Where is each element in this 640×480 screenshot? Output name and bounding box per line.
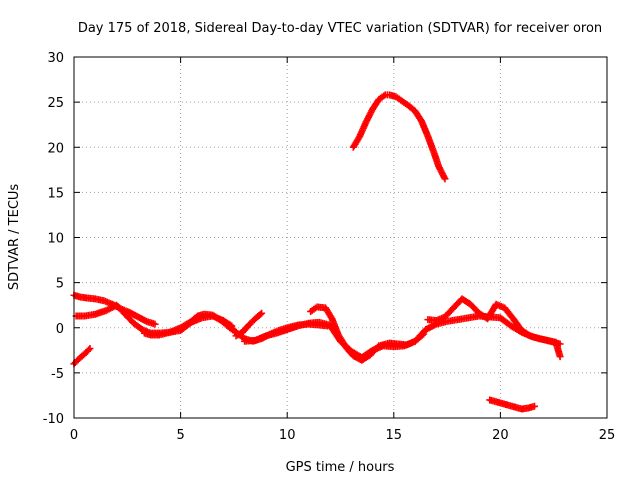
chart-title: Day 175 of 2018, Sidereal Day-to-day VTE… (78, 21, 602, 36)
x-tick-label: 10 (279, 428, 296, 443)
x-tick-label: 25 (599, 428, 616, 443)
axis-ticks: 0 5 10 15 20 25 -10 -5 0 5 10 15 20 25 30 (43, 51, 616, 443)
data-point (151, 320, 159, 328)
y-tick-label: 5 (56, 277, 64, 292)
y-tick-label: 0 (56, 322, 64, 337)
y-tick-label: -5 (51, 367, 64, 382)
x-axis-label: GPS time / hours (286, 460, 395, 475)
data-point (86, 345, 94, 353)
series-track-e (232, 309, 266, 340)
x-tick-label: 20 (492, 428, 509, 443)
data-point (531, 402, 539, 410)
data-points (70, 91, 564, 413)
y-tick-label: -10 (43, 412, 64, 427)
data-point (556, 353, 564, 361)
series-track-i (349, 91, 449, 183)
data-point (420, 330, 428, 338)
series-track-c (140, 310, 240, 339)
x-tick-label: 5 (176, 428, 184, 443)
series-track-g (307, 303, 428, 364)
y-tick-label: 15 (47, 186, 64, 201)
data-point (441, 175, 449, 183)
series-track-h (424, 295, 564, 361)
data-point (85, 346, 93, 354)
y-axis-label: SDTVAR / TECUs (7, 184, 22, 291)
series-track-j (70, 345, 94, 368)
data-point (418, 331, 426, 339)
data-point (256, 310, 264, 318)
y-tick-label: 25 (47, 96, 64, 111)
x-tick-label: 0 (70, 428, 78, 443)
y-tick-label: 30 (47, 51, 64, 66)
series-track-k (486, 396, 539, 413)
y-tick-label: 20 (47, 141, 64, 156)
data-point (258, 309, 266, 317)
y-tick-label: 10 (47, 232, 64, 247)
x-tick-label: 15 (386, 428, 403, 443)
